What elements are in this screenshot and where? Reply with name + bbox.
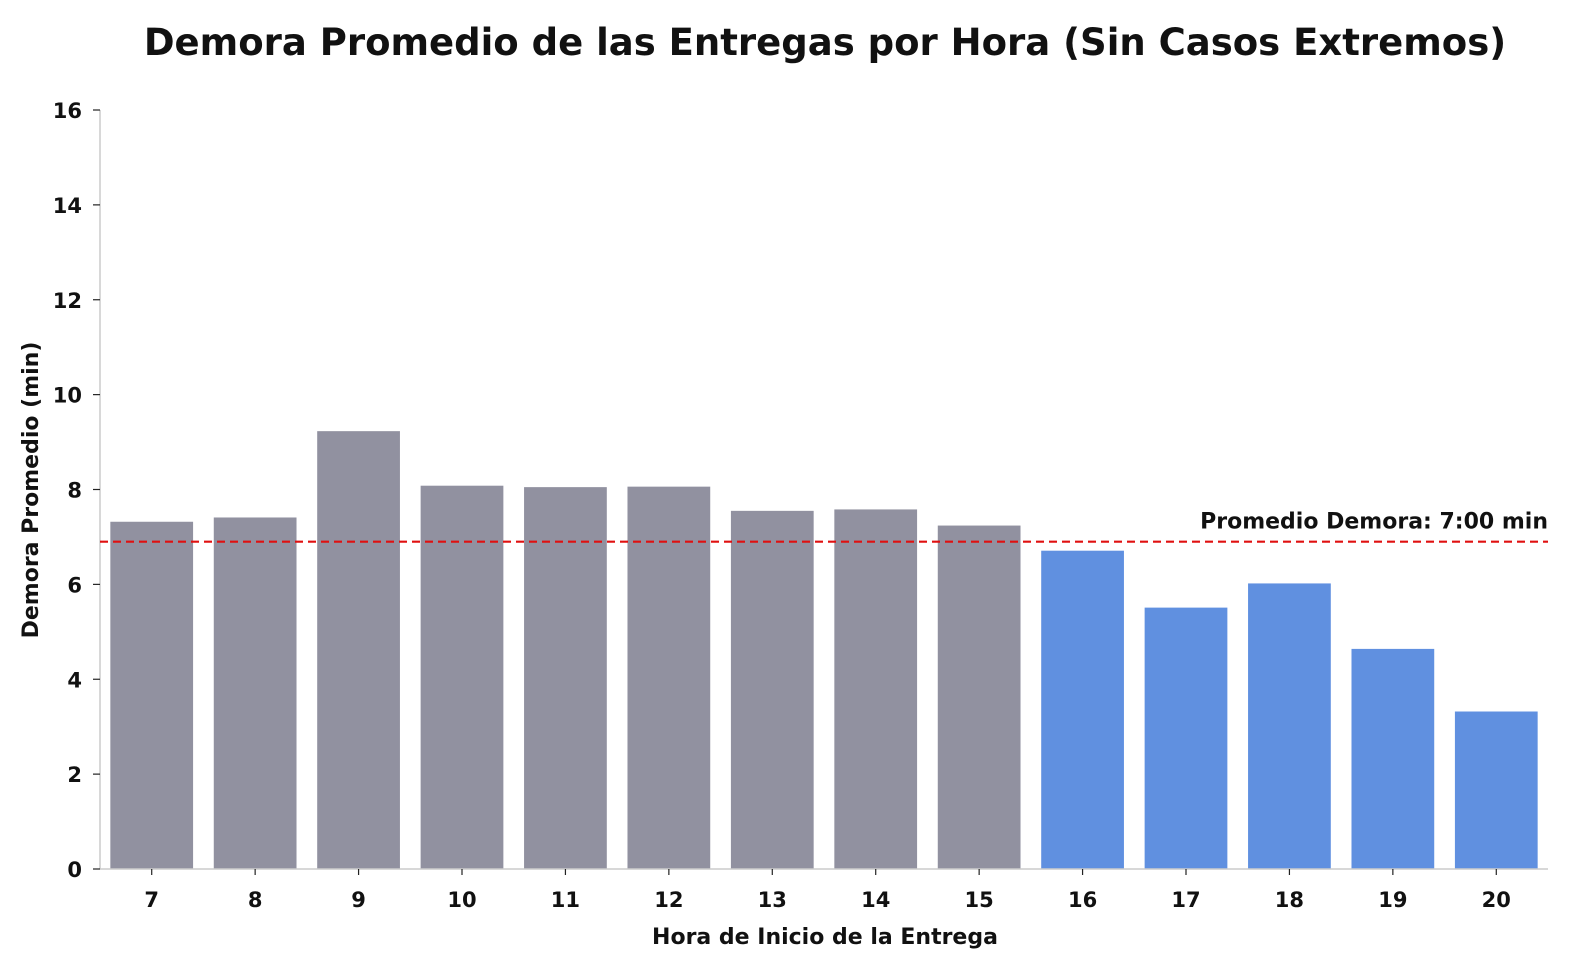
bar-hour-14 (834, 509, 918, 869)
x-tick-label: 14 (861, 888, 890, 912)
bar-hour-17 (1144, 607, 1228, 869)
chart-title: Demora Promedio de las Entregas por Hora… (144, 21, 1506, 64)
x-tick-label: 20 (1482, 888, 1511, 912)
bar-hour-7 (110, 521, 194, 869)
bar-hour-9 (317, 431, 400, 869)
x-tick-label: 13 (758, 888, 787, 912)
x-tick-label: 15 (965, 888, 994, 912)
bar-hour-18 (1248, 583, 1331, 869)
x-tick-label: 7 (144, 888, 159, 912)
bar-hour-10 (420, 485, 504, 869)
y-tick-label: 12 (53, 289, 82, 313)
x-tick-label: 18 (1275, 888, 1304, 912)
bar-hour-11 (524, 487, 607, 869)
x-tick-label: 8 (248, 888, 263, 912)
bar-hour-16 (1041, 550, 1124, 869)
average-reference-label: Promedio Demora: 7:00 min (1200, 510, 1548, 535)
bar-hour-20 (1454, 711, 1538, 869)
x-tick-label: 17 (1171, 888, 1200, 912)
x-tick-label: 12 (654, 888, 683, 912)
bar-hour-15 (937, 525, 1021, 869)
bar-hour-13 (730, 510, 814, 869)
bar-hour-19 (1351, 648, 1435, 869)
x-tick-label: 19 (1378, 888, 1407, 912)
x-tick-label: 10 (447, 888, 476, 912)
x-ticks-group: 7 8 9 10 11 12 13 14 15 16 17 18 19 20 (144, 869, 1511, 912)
bars-group (110, 431, 1538, 869)
x-tick-label: 11 (551, 888, 580, 912)
x-tick-label: 16 (1068, 888, 1097, 912)
y-tick-label: 4 (67, 668, 82, 692)
x-axis-label: Hora de Inicio de la Entrega (652, 925, 998, 950)
y-tick-label: 8 (67, 479, 82, 503)
y-tick-label: 16 (53, 99, 82, 123)
y-tick-label: 10 (53, 384, 82, 408)
y-tick-label: 0 (67, 858, 82, 882)
y-tick-label: 6 (67, 573, 82, 597)
y-axis-label: Demora Promedio (min) (19, 342, 44, 639)
y-ticks-group: 0 2 4 6 8 10 12 14 16 (53, 99, 100, 882)
y-tick-label: 14 (53, 194, 82, 218)
x-tick-label: 9 (351, 888, 366, 912)
bar-hour-12 (627, 486, 711, 869)
y-tick-label: 2 (67, 763, 82, 787)
bar-hour-8 (213, 517, 297, 869)
